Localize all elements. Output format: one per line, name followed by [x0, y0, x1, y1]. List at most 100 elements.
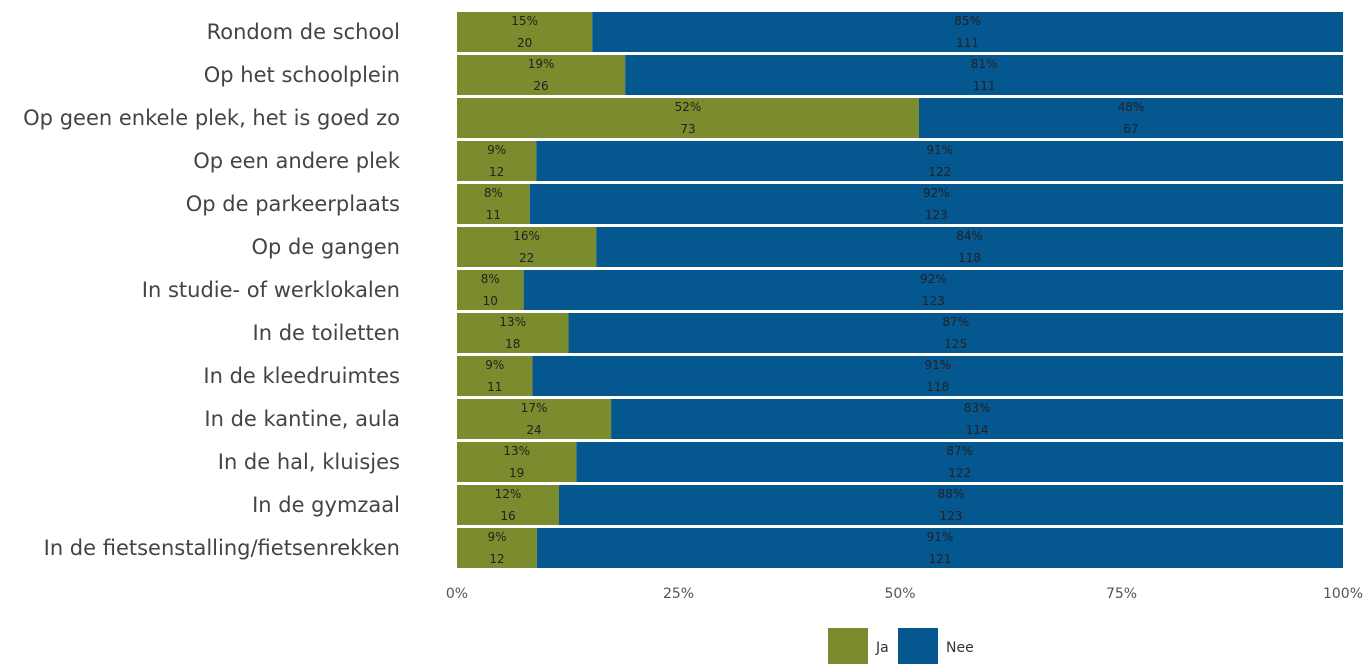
bar-nee [536, 528, 1343, 568]
data-label-ja-percent: 52% [675, 100, 702, 114]
bar-ja [457, 528, 537, 568]
data-label-nee-count: 118 [958, 251, 981, 265]
category-label: In studie- of werklokalen [142, 278, 400, 302]
x-tick-label: 50% [884, 586, 915, 602]
bar-ja [457, 141, 537, 181]
x-tick-label: 0% [446, 586, 468, 602]
data-label-ja-count: 73 [680, 122, 695, 136]
bar-nee [918, 98, 1343, 138]
legend-swatch-ja [828, 628, 868, 664]
category-label: In de fietsenstalling/fietsenrekken [44, 536, 400, 560]
data-label-ja-count: 18 [505, 337, 520, 351]
data-label-ja-percent: 13% [499, 315, 526, 329]
data-label-nee-count: 122 [928, 165, 951, 179]
bar-ja [457, 442, 577, 482]
data-label-ja-count: 12 [489, 165, 504, 179]
bar-nee [523, 270, 1343, 310]
bar-ja [457, 399, 612, 439]
bar-ja [457, 184, 530, 224]
x-tick-label: 75% [1106, 586, 1137, 602]
category-label: In de kleedruimtes [203, 364, 400, 388]
bar-ja [457, 356, 533, 396]
category-label: In de toiletten [253, 321, 400, 345]
bar-nee [568, 313, 1343, 353]
data-label-ja-percent: 17% [521, 401, 548, 415]
data-label-nee-percent: 91% [927, 530, 954, 544]
data-label-nee-percent: 83% [964, 401, 991, 415]
data-label-ja-percent: 15% [511, 14, 538, 28]
bar-nee [611, 399, 1343, 439]
bar-ja [457, 98, 919, 138]
category-label: Rondom de school [207, 20, 400, 44]
data-label-nee-count: 114 [966, 423, 989, 437]
data-label-ja-percent: 9% [487, 530, 506, 544]
data-label-ja-percent: 16% [513, 229, 540, 243]
category-label: In de gymzaal [252, 493, 400, 517]
data-label-nee-percent: 88% [938, 487, 965, 501]
data-label-nee-count: 111 [956, 36, 979, 50]
data-label-nee-count: 123 [940, 509, 963, 523]
data-label-nee-percent: 85% [954, 14, 981, 28]
bar-nee [592, 12, 1343, 52]
data-label-ja-percent: 13% [503, 444, 530, 458]
category-label: Op geen enkele plek, het is goed zo [23, 106, 400, 130]
bar-ja [457, 270, 524, 310]
x-tick-label: 25% [663, 586, 694, 602]
bar-ja [457, 55, 626, 95]
category-label: Op de parkeerplaats [186, 192, 400, 216]
data-label-ja-count: 12 [489, 552, 504, 566]
data-label-ja-count: 19 [509, 466, 524, 480]
data-label-nee-count: 118 [926, 380, 949, 394]
data-label-ja-count: 22 [519, 251, 534, 265]
legend-label-nee: Nee [946, 640, 974, 656]
data-label-nee-count: 111 [973, 79, 996, 93]
bar-ja [457, 227, 597, 267]
category-label: Op een andere plek [193, 149, 401, 173]
category-label: In de hal, kluisjes [218, 450, 400, 474]
data-label-ja-count: 11 [486, 208, 501, 222]
data-label-ja-count: 20 [517, 36, 532, 50]
category-label: In de kantine, aula [204, 407, 400, 431]
data-label-nee-percent: 87% [946, 444, 973, 458]
data-label-nee-count: 122 [948, 466, 971, 480]
bar-ja [457, 12, 593, 52]
data-label-nee-percent: 91% [924, 358, 951, 372]
category-label: Op de gangen [251, 235, 400, 259]
legend-swatch-nee [898, 628, 938, 664]
bar-nee [596, 227, 1343, 267]
bar-ja [457, 313, 569, 353]
bar-nee [529, 184, 1343, 224]
legend-label-ja: Ja [875, 640, 889, 656]
data-label-ja-count: 10 [483, 294, 498, 308]
data-label-nee-count: 125 [944, 337, 967, 351]
data-label-nee-count: 123 [925, 208, 948, 222]
data-label-nee-percent: 81% [971, 57, 998, 71]
data-label-nee-count: 121 [929, 552, 952, 566]
data-label-ja-percent: 12% [495, 487, 522, 501]
bar-ja [457, 485, 559, 525]
data-label-nee-percent: 91% [926, 143, 953, 157]
data-label-ja-percent: 8% [484, 186, 503, 200]
bar-nee [532, 356, 1343, 396]
data-label-ja-percent: 19% [528, 57, 555, 71]
data-label-nee-percent: 92% [920, 272, 947, 286]
data-label-ja-percent: 9% [487, 143, 506, 157]
bar-nee [625, 55, 1343, 95]
data-label-ja-count: 16 [500, 509, 515, 523]
data-label-nee-percent: 87% [942, 315, 969, 329]
data-label-nee-percent: 48% [1118, 100, 1145, 114]
bar-nee [576, 442, 1343, 482]
data-label-nee-percent: 92% [923, 186, 950, 200]
data-label-ja-count: 11 [487, 380, 502, 394]
data-label-ja-percent: 9% [485, 358, 504, 372]
data-label-ja-count: 26 [533, 79, 548, 93]
bar-nee [558, 485, 1343, 525]
data-label-ja-percent: 8% [481, 272, 500, 286]
data-label-ja-count: 24 [526, 423, 541, 437]
bar-nee [536, 141, 1343, 181]
x-tick-label: 100% [1323, 586, 1363, 602]
data-label-nee-count: 123 [922, 294, 945, 308]
data-label-nee-percent: 84% [956, 229, 983, 243]
data-label-nee-count: 67 [1123, 122, 1138, 136]
